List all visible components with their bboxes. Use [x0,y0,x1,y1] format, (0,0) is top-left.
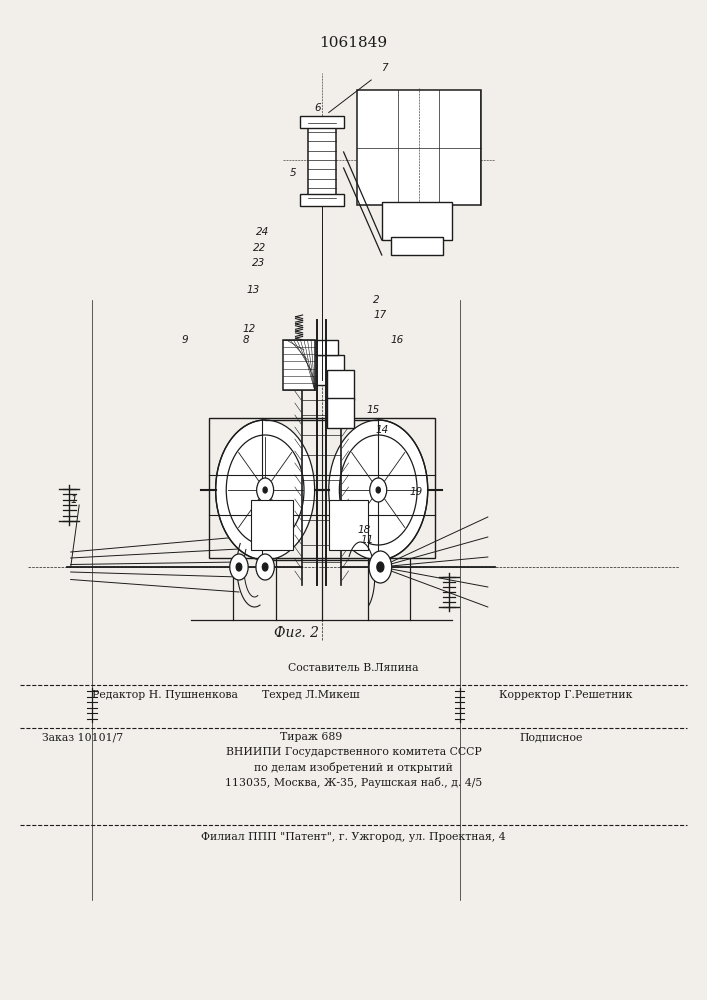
Circle shape [370,478,387,502]
Bar [327,398,354,428]
Text: 7: 7 [380,63,387,73]
Bar [308,122,336,198]
Bar [357,90,481,205]
Text: 113035, Москва, Ж-35, Раушская наб., д. 4/5: 113035, Москва, Ж-35, Раушская наб., д. … [225,777,482,788]
Text: 23: 23 [252,258,265,268]
Circle shape [216,420,315,560]
Text: ВНИИПИ Государственного комитета СССР: ВНИИПИ Государственного комитета СССР [226,747,481,757]
Circle shape [377,562,384,572]
Circle shape [226,435,304,545]
Text: 17: 17 [374,310,387,320]
Text: Фиг. 2: Фиг. 2 [274,626,320,640]
Bar [209,418,435,558]
Text: Тираж 689: Тираж 689 [280,732,342,742]
Text: Заказ 10101/7: Заказ 10101/7 [42,732,124,742]
Text: 2: 2 [373,295,380,305]
Bar [283,340,315,390]
Circle shape [256,554,274,580]
Text: 1: 1 [70,495,77,505]
Text: 24: 24 [256,227,269,237]
Text: 5: 5 [290,168,297,178]
Circle shape [369,551,392,583]
Text: 16: 16 [391,335,404,345]
Circle shape [263,487,267,493]
Text: Техред Л.Микеш: Техред Л.Микеш [262,690,360,700]
Text: 12: 12 [243,324,255,334]
Text: 22: 22 [253,243,266,253]
Bar [300,194,344,206]
Circle shape [236,563,242,571]
Bar [382,202,452,240]
Text: Филиал ППП "Патент", г. Ужгород, ул. Проектная, 4: Филиал ППП "Патент", г. Ужгород, ул. Про… [201,832,506,842]
Text: Корректор Г.Решетник: Корректор Г.Решетник [499,690,632,700]
Text: Подписное: Подписное [520,732,583,742]
Text: 18: 18 [358,525,370,535]
Text: 1061849: 1061849 [320,36,387,50]
Text: 8: 8 [243,335,250,345]
Text: 15: 15 [367,405,380,415]
Circle shape [230,554,248,580]
Bar [327,370,354,400]
Circle shape [262,563,268,571]
Text: 19: 19 [409,487,422,497]
Circle shape [376,487,380,493]
Circle shape [257,478,274,502]
Bar [391,237,443,255]
Text: 11: 11 [361,535,373,545]
Text: по делам изобретений и открытий: по делам изобретений и открытий [254,762,453,773]
Text: Редактор Н. Пушненкова: Редактор Н. Пушненкова [92,690,238,700]
Text: 9: 9 [182,335,189,345]
Bar [299,355,344,385]
Text: Составитель В.Ляпина: Составитель В.Ляпина [288,663,419,673]
Circle shape [329,420,428,560]
Text: 14: 14 [375,425,388,435]
Bar [300,116,344,128]
Bar [329,500,368,550]
Text: 13: 13 [247,285,259,295]
Text: 6: 6 [314,103,321,113]
Circle shape [339,435,417,545]
Bar [251,500,293,550]
Bar [305,340,338,355]
